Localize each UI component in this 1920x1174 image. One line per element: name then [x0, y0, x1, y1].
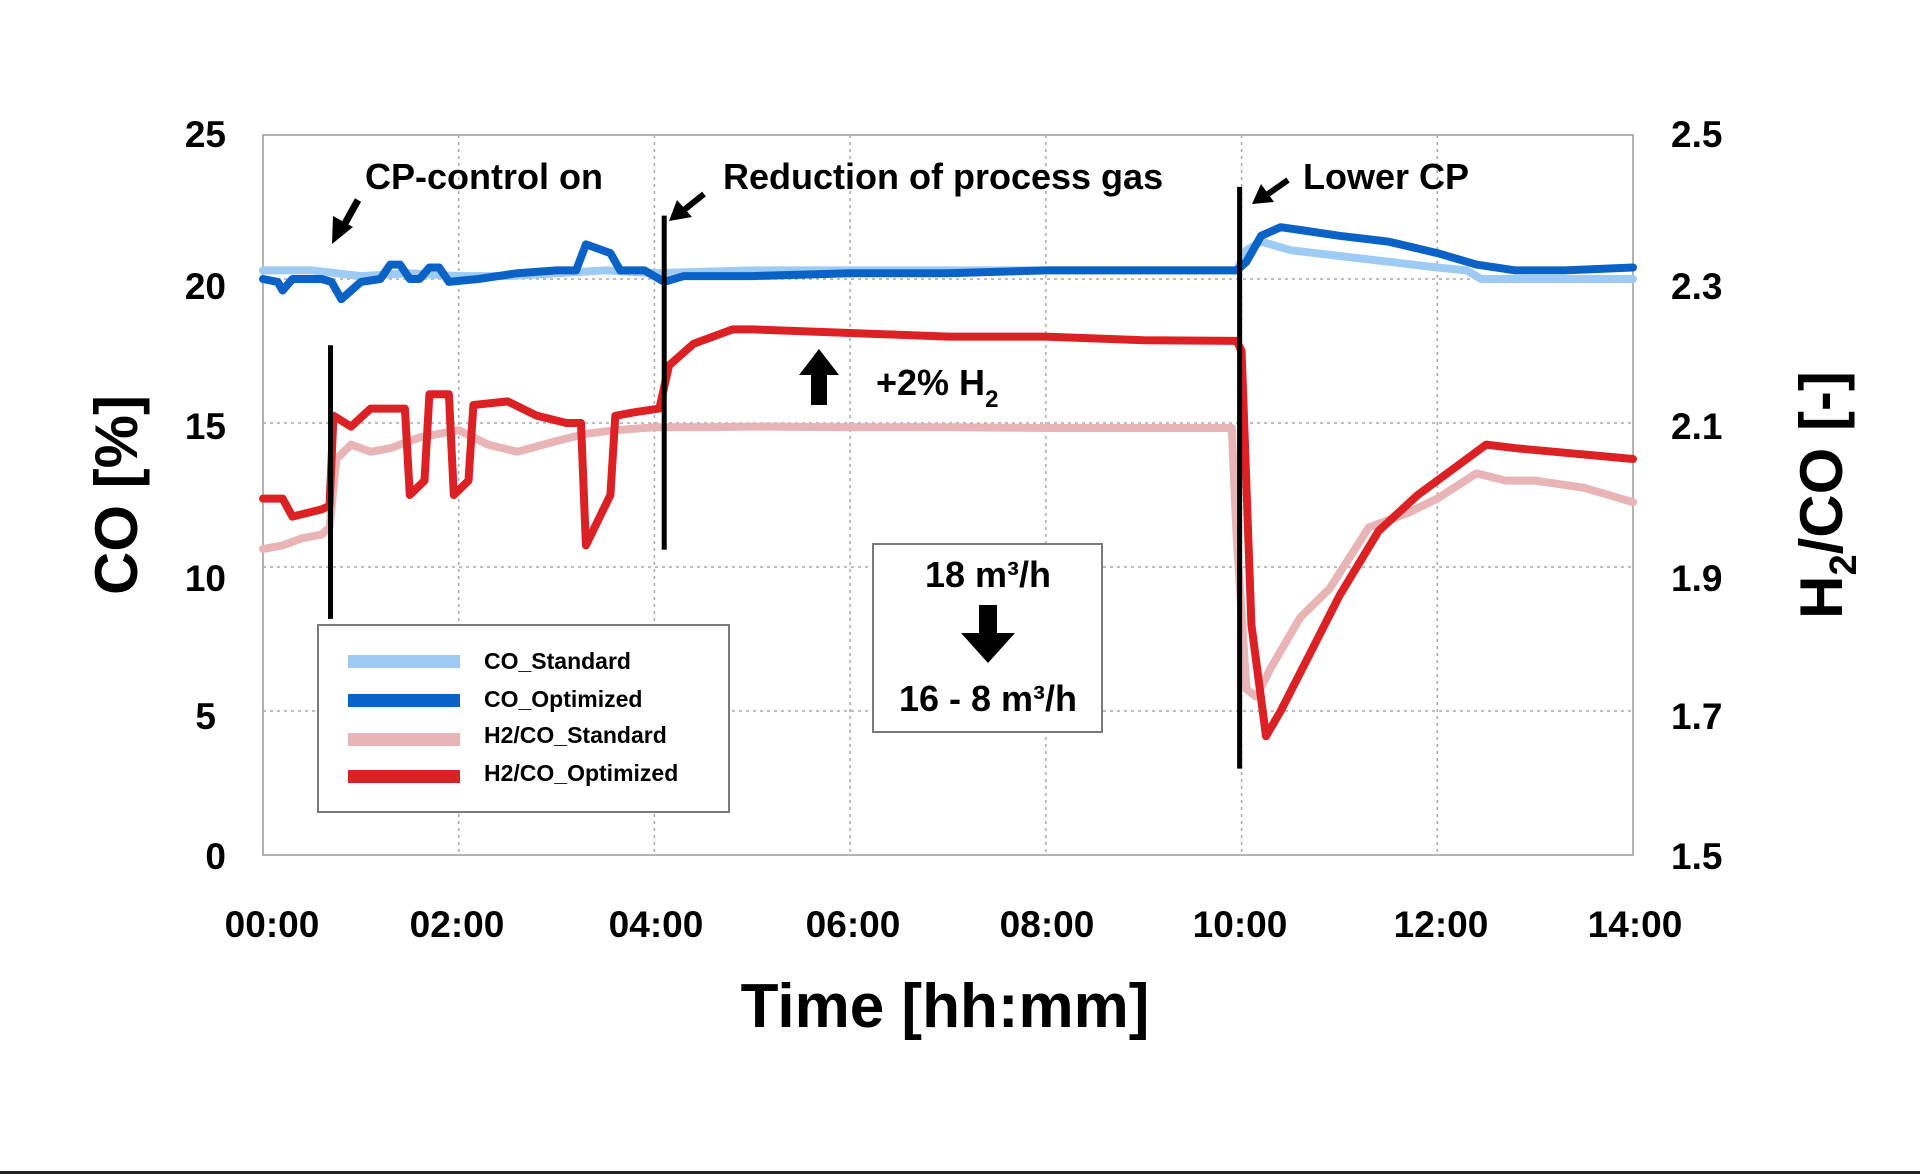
y2-tick-label: 1.9 [1671, 558, 1722, 599]
y-axis-right: 1.5 1.7 1.9 2.1 2.3 2.5 [1671, 114, 1722, 877]
legend-label: CO_Optimized [484, 686, 642, 712]
y-tick-label: 20 [185, 266, 226, 307]
y-axis-left: 0 5 10 15 20 25 [185, 114, 226, 877]
y2-tick-label: 2.3 [1671, 266, 1722, 307]
x-tick-label: 02:00 [410, 904, 505, 945]
y2-axis-title: H2/CO [-] [1788, 371, 1865, 619]
annotation-reduction: Reduction of process gas [669, 156, 1163, 221]
flow-after: 16 - 8 m³/h [899, 678, 1077, 719]
series-line-h2-co-optimized [259, 325, 1637, 741]
annotation-label: Lower CP [1303, 156, 1469, 197]
legend-item: H2/CO_Optimized [348, 760, 678, 786]
flow-before: 18 m³/h [925, 554, 1051, 595]
grid [263, 135, 1633, 855]
annotation-flow-box: 18 m³/h 16 - 8 m³/h [872, 543, 1103, 733]
y2-axis-title-rest: /CO [-] [1788, 371, 1855, 554]
x-axis-title: Time [hh:mm] [741, 972, 1150, 1041]
legend-swatch [348, 733, 460, 746]
x-tick-label: 08:00 [1000, 904, 1095, 945]
y-tick-label: 25 [185, 114, 226, 155]
x-tick-label: 12:00 [1394, 904, 1489, 945]
legend-swatch [348, 655, 460, 668]
h2-subscript: 2 [985, 386, 998, 413]
annotation-lower-cp: Lower CP [1252, 156, 1469, 204]
y2-tick-label: 1.5 [1671, 836, 1722, 877]
x-tick-label: 10:00 [1193, 904, 1288, 945]
legend-item: CO_Standard [348, 648, 631, 674]
arrow-down-left-icon [669, 191, 706, 221]
legend-label: CO_Standard [484, 648, 631, 674]
arrow-down-left-icon [1252, 177, 1290, 204]
series-layer [259, 223, 1637, 741]
y2-tick-label: 1.7 [1671, 696, 1722, 737]
legend: CO_Standard CO_Optimized H2/CO_Standard … [317, 624, 730, 813]
y-tick-label: 0 [205, 836, 226, 877]
y2-tick-label: 2.5 [1671, 114, 1722, 155]
x-tick-label: 06:00 [806, 904, 901, 945]
h2-text: +2% H [876, 362, 985, 403]
y-tick-label: 5 [195, 696, 216, 737]
y-tick-label: 10 [185, 558, 226, 599]
y-axis-title: CO [%] [83, 395, 150, 595]
legend-item: CO_Optimized [348, 686, 642, 712]
legend-item: H2/CO_Standard [348, 722, 667, 748]
legend-label: H2/CO_Optimized [484, 760, 678, 786]
x-tick-label: 04:00 [609, 904, 704, 945]
y2-tick-label: 2.1 [1671, 406, 1722, 447]
legend-swatch [348, 694, 460, 707]
legend-label: H2/CO_Standard [484, 722, 667, 748]
event-lines [328, 186, 1243, 769]
y-tick-label: 15 [185, 406, 226, 447]
annotation-label: CP-control on [365, 156, 603, 197]
y2-axis-title-sub: 2 [1823, 554, 1865, 575]
annotation-label: Reduction of process gas [723, 156, 1163, 197]
x-tick-label: 14:00 [1588, 904, 1683, 945]
annotation-label: +2% H2 [876, 362, 998, 413]
x-tick-label: 00:00 [225, 904, 320, 945]
arrow-down-left-icon [332, 198, 362, 244]
legend-swatch [348, 770, 460, 783]
arrow-up-icon [799, 349, 839, 405]
annotation-cp-control: CP-control on [332, 156, 603, 244]
x-axis: 00:00 02:00 04:00 06:00 08:00 10:00 12:0… [225, 904, 1683, 945]
series-line-co-optimized [259, 223, 1637, 304]
y2-axis-title-h: H [1788, 576, 1855, 619]
annotation-h2-increase: +2% H2 [799, 349, 998, 413]
arrow-down-icon [961, 605, 1015, 663]
bottom-border [0, 1171, 1920, 1174]
